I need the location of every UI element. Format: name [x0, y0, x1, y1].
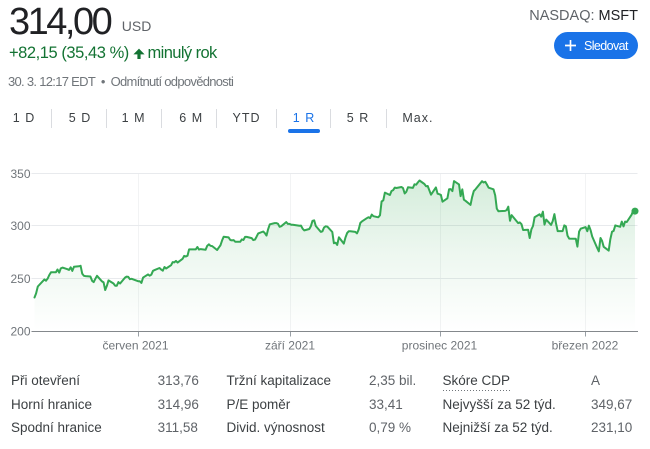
svg-text:250: 250 [10, 272, 30, 286]
svg-text:září 2021: září 2021 [265, 339, 315, 353]
svg-text:červen 2021: červen 2021 [102, 339, 168, 353]
svg-text:březen 2022: březen 2022 [552, 339, 619, 353]
svg-text:200: 200 [10, 324, 30, 338]
svg-text:300: 300 [10, 219, 30, 233]
svg-text:350: 350 [10, 167, 30, 181]
svg-text:prosinec 2021: prosinec 2021 [402, 339, 478, 353]
